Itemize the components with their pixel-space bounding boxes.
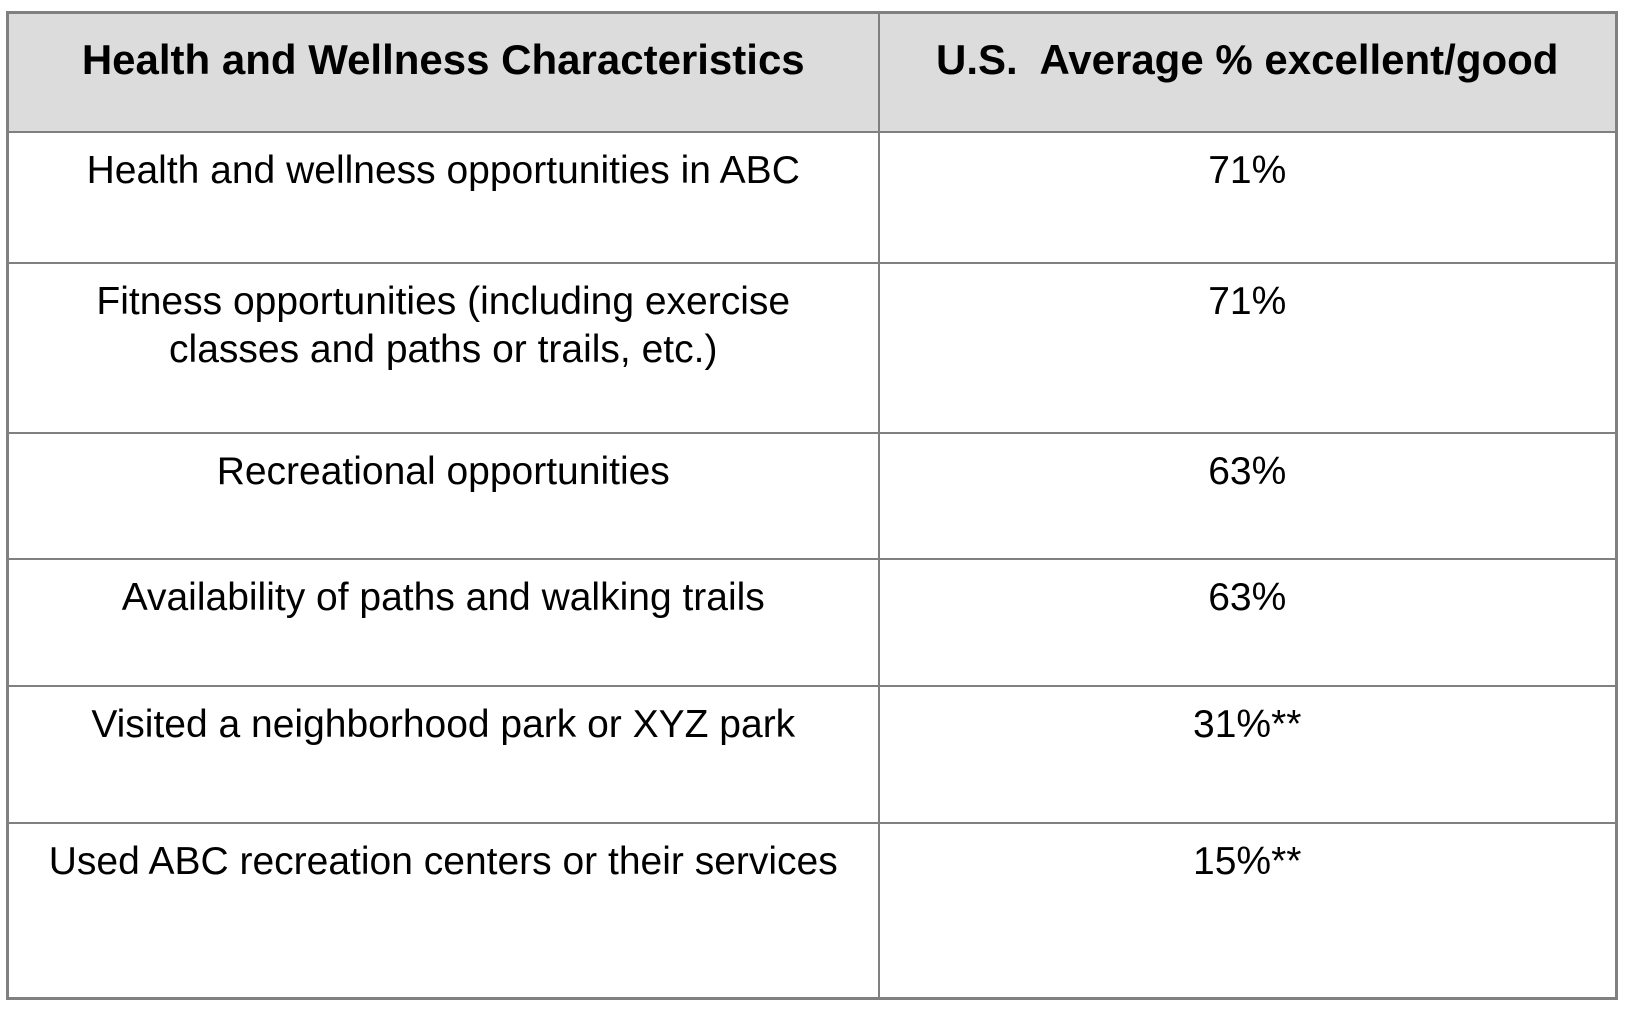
health-wellness-table: Health and Wellness Characteristics U.S.… bbox=[6, 11, 1618, 1000]
cell-characteristic: Visited a neighborhood park or XYZ park bbox=[6, 684, 880, 824]
cell-characteristic: Availability of paths and walking trails bbox=[6, 557, 880, 687]
cell-characteristic: Health and wellness opportunities in ABC bbox=[6, 130, 880, 264]
cell-value: 15%** bbox=[877, 821, 1618, 1000]
cell-value: 71% bbox=[877, 130, 1618, 264]
header-cell-characteristics: Health and Wellness Characteristics bbox=[6, 11, 880, 133]
table-header-row: Health and Wellness Characteristics U.S.… bbox=[6, 11, 1618, 133]
cell-characteristic: Used ABC recreation centers or their ser… bbox=[6, 821, 880, 1000]
table-row: Availability of paths and walking trails… bbox=[6, 557, 1618, 687]
table-row: Recreational opportunities 63% bbox=[6, 431, 1618, 560]
cell-value: 63% bbox=[877, 431, 1618, 560]
table-container: Health and Wellness Characteristics U.S.… bbox=[6, 11, 1618, 1000]
cell-value: 63% bbox=[877, 557, 1618, 687]
cell-characteristic: Fitness opportunities (including exercis… bbox=[6, 261, 880, 434]
table-row: Visited a neighborhood park or XYZ park … bbox=[6, 684, 1618, 824]
table-row: Health and wellness opportunities in ABC… bbox=[6, 130, 1618, 264]
table-row: Fitness opportunities (including exercis… bbox=[6, 261, 1618, 434]
header-cell-us-average: U.S. Average % excellent/good bbox=[877, 11, 1618, 133]
cell-characteristic: Recreational opportunities bbox=[6, 431, 880, 560]
cell-value: 31%** bbox=[877, 684, 1618, 824]
table-row: Used ABC recreation centers or their ser… bbox=[6, 821, 1618, 1000]
cell-value: 71% bbox=[877, 261, 1618, 434]
